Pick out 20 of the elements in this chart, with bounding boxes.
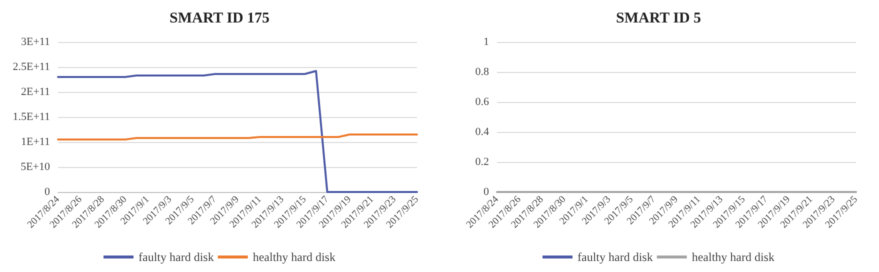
- y-tick-label: 0: [44, 186, 50, 198]
- y-tick-label: 1.5E+11: [12, 111, 50, 123]
- chart-title: SMART ID 175: [169, 10, 270, 26]
- y-tick-label: 0.4: [475, 126, 490, 138]
- legend-label: faulty hard disk: [138, 250, 214, 264]
- y-tick-label: 0.8: [475, 66, 490, 78]
- chart-title: SMART ID 5: [616, 10, 702, 26]
- legend-label: healthy hard disk: [692, 250, 774, 264]
- y-tick-label: 0: [484, 186, 490, 198]
- y-tick-label: 2.5E+11: [12, 61, 50, 73]
- y-tick-label: 1E+11: [20, 136, 50, 148]
- y-tick-label: 0.2: [475, 156, 489, 168]
- y-tick-label: 3E+11: [20, 36, 50, 48]
- line-series: [57, 70, 418, 193]
- y-tick-label: 0.6: [475, 96, 490, 108]
- y-tick-label: 5E+10: [20, 161, 50, 173]
- legend-label: faulty hard disk: [578, 250, 653, 264]
- y-tick-label: 2E+11: [20, 86, 50, 98]
- legend-label: healthy hard disk: [252, 250, 336, 264]
- y-tick-label: 1: [484, 36, 489, 48]
